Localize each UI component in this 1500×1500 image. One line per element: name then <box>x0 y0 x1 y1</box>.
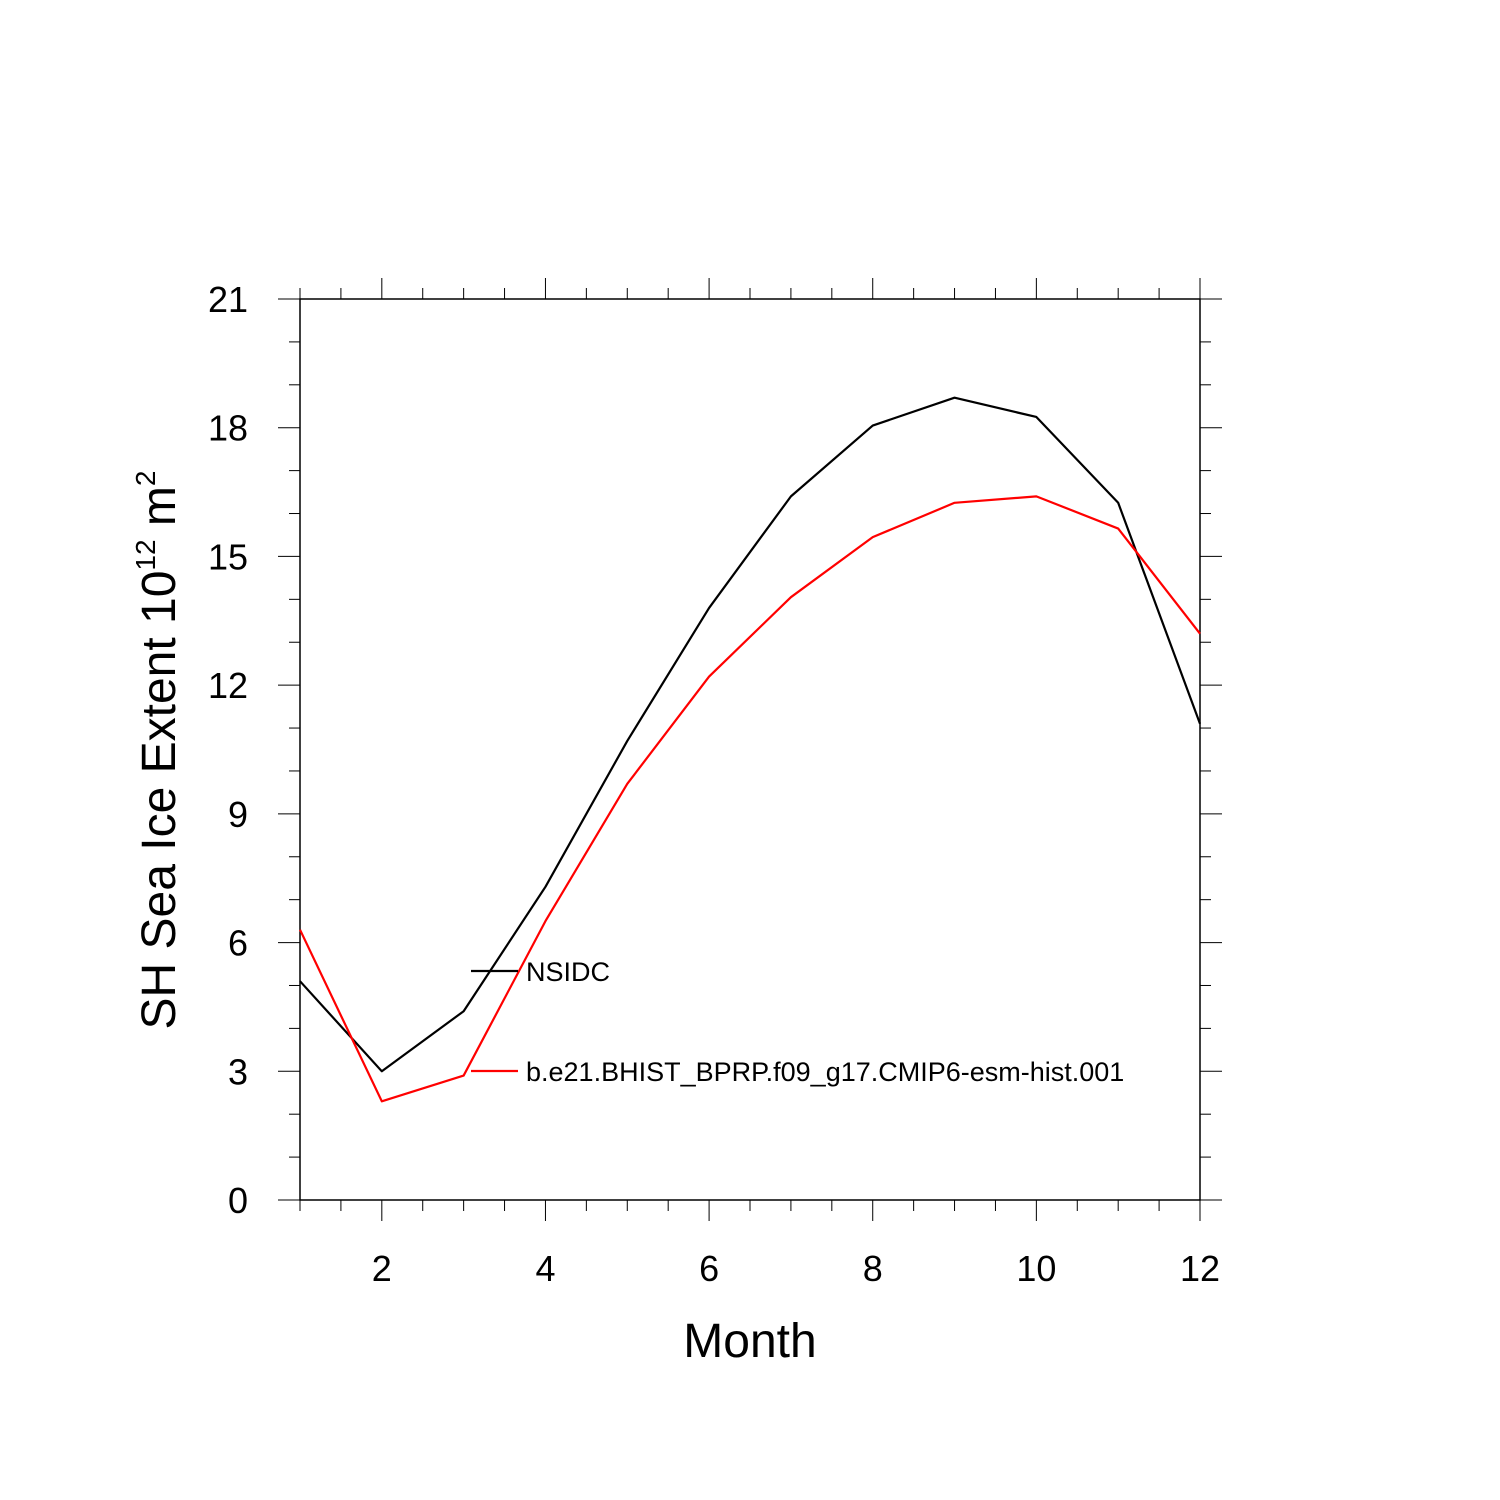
y-tick-label: 3 <box>228 1051 248 1092</box>
axis-ticks <box>278 278 1222 1221</box>
y-tick-label: 21 <box>208 279 248 320</box>
y-axis-title-main: SH Sea Ice Extent 10 <box>133 571 186 1030</box>
y-tick-label: 15 <box>208 536 248 577</box>
series-line-2 <box>299 495 1201 1103</box>
axis-tick-labels: 2 4 6 8 10 12 0 3 6 9 12 15 18 21 <box>208 279 1220 1289</box>
x-tick-label: 4 <box>535 1248 555 1289</box>
y-tick-label: 6 <box>228 923 248 964</box>
y-tick-label: 0 <box>228 1180 248 1221</box>
y-axis-title-unit: m <box>133 486 186 539</box>
series-lines <box>299 396 1202 1103</box>
x-tick-label: 6 <box>699 1248 719 1289</box>
x-tick-label: 10 <box>1016 1248 1056 1289</box>
series-line-1 <box>299 396 1202 1073</box>
y-tick-label: 12 <box>208 665 248 706</box>
x-tick-label: 12 <box>1180 1248 1220 1289</box>
y-axis-title: SH Sea Ice Extent 1012 m2 <box>130 471 186 1030</box>
legend: NSIDC b.e21.BHIST_BPRP.f09_g17.CMIP6-esm-… <box>471 957 1124 1087</box>
y-tick-label: 9 <box>228 794 248 835</box>
x-tick-label: 2 <box>372 1248 392 1289</box>
y-axis-title-exponent: 12 <box>130 539 161 570</box>
x-axis-title: Month <box>683 1315 816 1368</box>
y-tick-label: 18 <box>208 408 248 449</box>
x-tick-label: 8 <box>863 1248 883 1289</box>
legend-label: NSIDC <box>526 957 610 987</box>
y-axis-title-unit-exponent: 2 <box>130 471 161 487</box>
legend-label: b.e21.BHIST_BPRP.f09_g17.CMIP6-esm-hist.… <box>526 1057 1124 1087</box>
